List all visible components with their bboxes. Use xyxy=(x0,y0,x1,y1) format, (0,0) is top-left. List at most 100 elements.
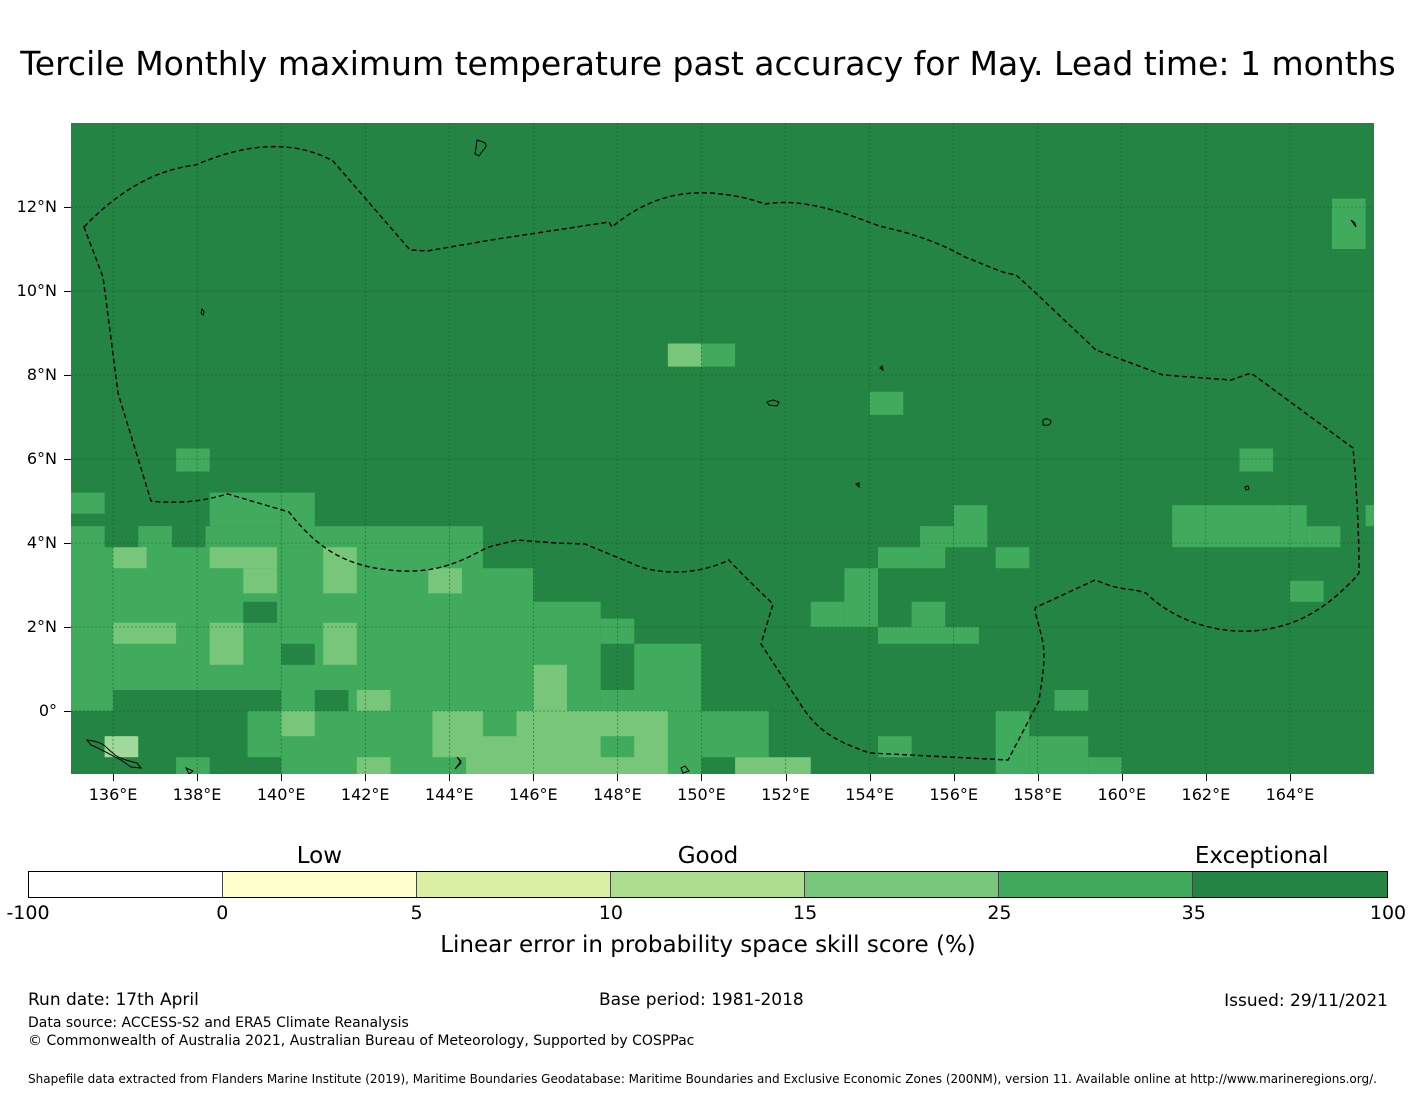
skill-cell xyxy=(314,526,483,548)
skill-cell xyxy=(878,736,912,758)
skill-cell xyxy=(432,757,467,774)
lat-tick-label: 12°N xyxy=(16,197,57,216)
lon-tick-label: 138°E xyxy=(172,785,222,804)
skill-cell xyxy=(113,547,147,569)
skill-cell xyxy=(1172,505,1274,548)
skill-cell xyxy=(1054,690,1089,711)
skill-cell xyxy=(104,526,139,548)
colorbar-segment xyxy=(805,872,999,897)
lon-tick xyxy=(113,774,115,781)
skill-cell xyxy=(1365,505,1374,527)
island-new-ireland xyxy=(680,765,690,774)
lat-tick-label: 2°N xyxy=(26,617,57,636)
island-pohnpei xyxy=(1042,418,1052,426)
colorbar-label: Linear error in probability space skill … xyxy=(440,932,976,958)
lon-tick-label: 136°E xyxy=(88,785,138,804)
skill-cell xyxy=(1306,526,1341,548)
colorbar-tick-label: 5 xyxy=(410,902,423,924)
skill-cell xyxy=(113,622,177,644)
skill-cell xyxy=(1331,198,1366,249)
lon-tick-label: 162°E xyxy=(1181,785,1231,804)
lon-tick xyxy=(1121,774,1123,781)
lon-tick xyxy=(785,774,787,781)
skill-cell xyxy=(667,711,702,774)
colorbar-segment xyxy=(1193,872,1387,897)
data-source: Data source: ACCESS-S2 and ERA5 Climate … xyxy=(28,1015,409,1031)
colorbar-tick-label: 10 xyxy=(598,902,623,924)
lon-tick-label: 148°E xyxy=(593,785,642,804)
lon-tick xyxy=(365,774,367,781)
lat-tick xyxy=(64,711,71,712)
island-small-1 xyxy=(879,365,884,372)
skill-map-canvas xyxy=(71,123,1374,774)
skill-cell xyxy=(701,711,769,758)
lat-tick xyxy=(64,291,71,292)
lon-tick-label: 156°E xyxy=(929,785,978,804)
skill-cell xyxy=(281,711,315,737)
lat-tick xyxy=(64,375,71,376)
skill-cell xyxy=(281,643,315,665)
colorbar-tick-label: 35 xyxy=(1181,902,1206,924)
island-chuuk xyxy=(766,399,780,407)
island-small-2 xyxy=(855,482,860,489)
colorbar-tick-label: 0 xyxy=(216,902,229,924)
island-small-4 xyxy=(454,756,462,770)
skill-cell xyxy=(600,690,702,711)
skill-cell xyxy=(323,622,357,665)
lon-tick xyxy=(1205,774,1207,781)
colorbar-category-label: Low xyxy=(296,843,343,869)
colorbar-segment xyxy=(29,872,223,897)
lat-tick xyxy=(64,627,71,628)
skill-cell xyxy=(566,601,601,619)
skill-cell xyxy=(911,601,946,627)
colorbar-tick-label: 100 xyxy=(1369,902,1407,924)
map-title: Tercile Monthly maximum temperature past… xyxy=(20,44,1396,83)
skill-cell xyxy=(533,568,601,602)
lon-tick xyxy=(197,774,199,781)
island-manus xyxy=(85,739,143,769)
skill-cell xyxy=(995,547,1030,569)
skill-cell xyxy=(735,757,811,774)
skill-cell xyxy=(878,547,946,569)
skill-cell xyxy=(281,492,315,548)
skill-cell xyxy=(209,492,282,527)
colorbar-tick-label: -100 xyxy=(6,902,50,924)
skill-cell xyxy=(71,711,248,774)
skill-cell xyxy=(878,627,979,644)
lat-tick xyxy=(64,207,71,208)
skill-cell xyxy=(482,547,601,569)
lon-tick xyxy=(953,774,955,781)
lon-tick-label: 150°E xyxy=(677,785,726,804)
skill-cell xyxy=(1088,757,1122,774)
skill-cell xyxy=(323,547,357,594)
skill-cell xyxy=(171,526,206,548)
lon-tick xyxy=(1289,774,1291,781)
skill-cell xyxy=(701,343,736,367)
island-yap xyxy=(200,307,205,316)
lon-tick-label: 144°E xyxy=(424,785,474,804)
island-kosrae xyxy=(1244,485,1250,491)
skill-cell xyxy=(667,343,702,367)
skill-cell xyxy=(953,505,988,548)
skill-cell xyxy=(243,601,277,623)
lat-tick xyxy=(64,543,71,544)
colorbar-segment xyxy=(611,872,805,897)
colorbar-segment xyxy=(223,872,417,897)
colorbar-category-label: Good xyxy=(677,843,739,869)
skill-cell xyxy=(428,568,462,594)
colorbar-segment xyxy=(999,872,1193,897)
lon-tick-label: 158°E xyxy=(1013,785,1063,804)
lon-tick-label: 146°E xyxy=(509,785,558,804)
copyright: © Commonwealth of Australia 2021, Austra… xyxy=(28,1033,695,1049)
colorbar-tick-label: 25 xyxy=(987,902,1012,924)
skill-cell xyxy=(634,643,702,690)
skill-cell xyxy=(844,568,879,627)
lon-tick xyxy=(533,774,535,781)
lat-tick xyxy=(64,459,71,460)
eez-boundary xyxy=(83,145,1360,761)
skill-map[interactable] xyxy=(71,123,1374,774)
lon-tick-label: 154°E xyxy=(845,785,894,804)
colorbar-category-label: Exceptional xyxy=(1194,843,1329,869)
colorbar xyxy=(28,871,1388,898)
lat-tick-label: 4°N xyxy=(26,533,57,552)
